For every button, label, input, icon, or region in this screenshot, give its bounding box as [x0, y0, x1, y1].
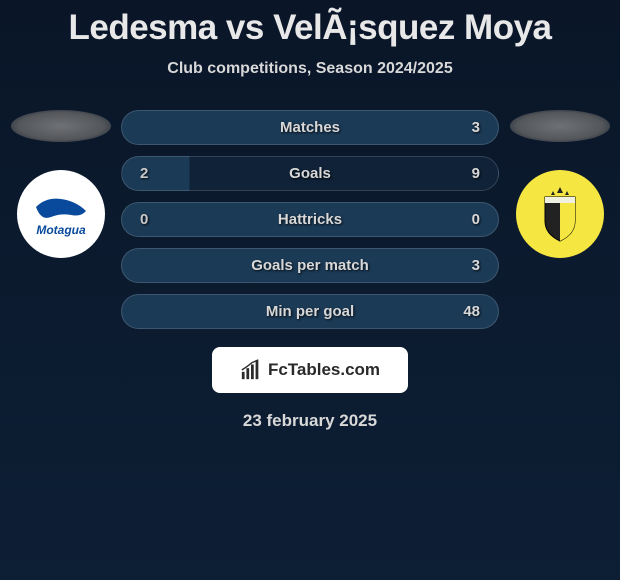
- right-column: [507, 110, 612, 258]
- page-container: Ledesma vs VelÃ¡squez Moya Club competit…: [0, 0, 620, 431]
- player-placeholder-right: [510, 110, 610, 142]
- stat-right-value: 0: [460, 211, 480, 228]
- stat-row-goals-per-match: Goals per match 3: [121, 248, 499, 283]
- stat-label: Goals per match: [251, 257, 369, 274]
- team-logo-right: [516, 170, 604, 258]
- brand-box[interactable]: FcTables.com: [212, 347, 408, 393]
- stat-left-value: 0: [140, 211, 160, 228]
- stat-row-matches: Matches 3: [121, 110, 499, 145]
- page-title: Ledesma vs VelÃ¡squez Moya: [68, 8, 551, 48]
- stat-row-goals: 2 Goals 9: [121, 156, 499, 191]
- real-espana-logo-icon: [525, 179, 595, 249]
- svg-text:Motagua: Motagua: [36, 223, 86, 237]
- stat-right-value: 3: [460, 257, 480, 274]
- page-subtitle: Club competitions, Season 2024/2025: [167, 60, 452, 78]
- team-logo-left: Motagua: [17, 170, 105, 258]
- date-text: 23 february 2025: [243, 411, 377, 431]
- stat-row-min-per-goal: Min per goal 48: [121, 294, 499, 329]
- chart-icon: [240, 359, 262, 381]
- brand-text: FcTables.com: [268, 360, 380, 380]
- stat-label: Min per goal: [266, 303, 354, 320]
- stats-column: Matches 3 2 Goals 9 0 Hattricks 0 Goals …: [113, 110, 507, 329]
- player-placeholder-left: [11, 110, 111, 142]
- stat-right-value: 9: [460, 165, 480, 182]
- stat-right-value: 48: [460, 303, 480, 320]
- motagua-logo-icon: Motagua: [26, 179, 96, 249]
- stat-right-value: 3: [460, 119, 480, 136]
- main-content: Motagua Matches 3 2 Goals 9 0 Hattricks …: [0, 110, 620, 329]
- stat-label: Goals: [289, 165, 331, 182]
- left-column: Motagua: [8, 110, 113, 258]
- stat-row-hattricks: 0 Hattricks 0: [121, 202, 499, 237]
- stat-label: Hattricks: [278, 211, 342, 228]
- stat-left-value: 2: [140, 165, 160, 182]
- stat-label: Matches: [280, 119, 340, 136]
